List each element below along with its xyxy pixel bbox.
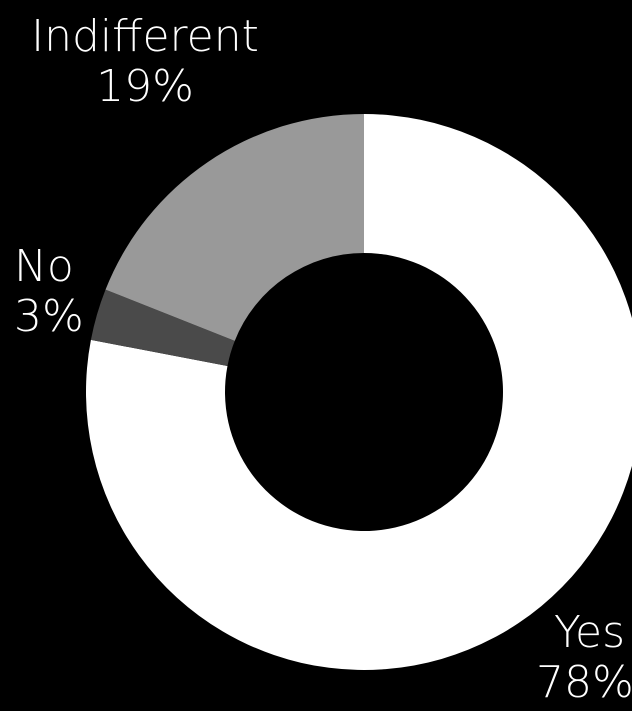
slice-no [90, 289, 235, 366]
slice-yes [86, 114, 632, 670]
label-no-value: 3% [14, 291, 84, 342]
label-indifferent-name: Indifferent [31, 11, 259, 62]
label-yes-name: Yes [554, 607, 626, 658]
label-yes-value: 78% [536, 657, 632, 708]
label-yes: Yes 78% [536, 608, 632, 708]
label-indifferent: Indifferent 19% [30, 12, 260, 112]
slice-indifferent [105, 114, 364, 341]
label-no-name: No [14, 241, 74, 292]
label-no: No 3% [14, 242, 84, 342]
label-indifferent-value: 19% [96, 61, 194, 112]
